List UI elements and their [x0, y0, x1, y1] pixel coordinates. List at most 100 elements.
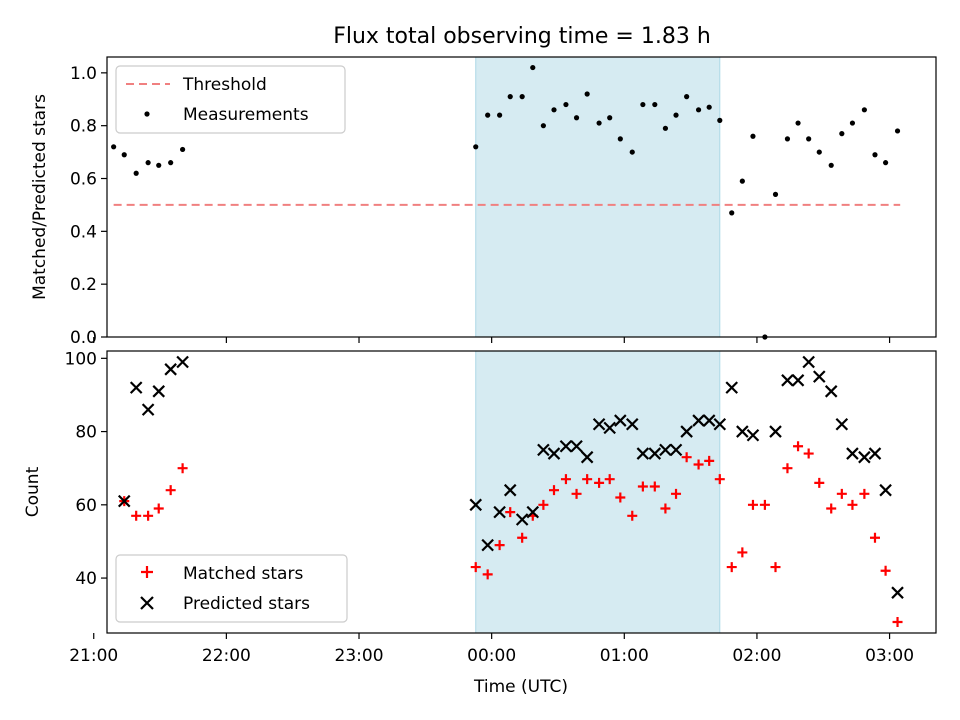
measurement-point — [607, 115, 613, 121]
count-points — [117, 355, 904, 628]
measurement-points — [111, 64, 901, 340]
bottom-legend: Matched stars Predicted stars — [115, 554, 348, 623]
matched-star-point — [177, 463, 188, 474]
top-y-axis-label: Matched/Predicted stars — [30, 94, 50, 300]
legend-matched-swatch — [141, 566, 153, 578]
predicted-star-point — [791, 374, 805, 387]
measurement-point — [145, 160, 151, 166]
predicted-star-point — [746, 428, 760, 442]
predicted-star-point — [802, 355, 815, 369]
legend-threshold-label: Threshold — [182, 75, 267, 95]
measurement-point — [540, 123, 546, 129]
matched-star-point — [482, 569, 493, 580]
matched-star-point — [737, 547, 748, 558]
top-y-tick-label: 0.4 — [70, 222, 97, 242]
matched-star-point — [131, 510, 142, 521]
matched-star-point — [165, 485, 176, 496]
measurement-point — [519, 94, 525, 100]
matched-star-point — [836, 488, 847, 499]
predicted-star-point — [725, 381, 739, 394]
bottom-y-tick-label: 100 — [65, 349, 97, 369]
measurement-point — [806, 136, 812, 142]
measurement-point — [617, 136, 623, 142]
top-panel: 0.0 0.2 0.4 0.6 0.8 1.0 Matched/Predicted sta… — [30, 56, 937, 348]
predicted-star-point — [547, 447, 561, 460]
measurement-point — [729, 210, 735, 216]
matched-star-point — [548, 485, 559, 496]
measurement-point — [573, 115, 580, 121]
measurement-point — [133, 170, 139, 176]
measurement-point — [750, 133, 756, 139]
matched-star-point — [604, 474, 615, 485]
measurement-point — [168, 160, 174, 166]
matched-star-point — [649, 481, 660, 492]
matched-star-point — [494, 540, 505, 551]
matched-star-point — [660, 503, 671, 514]
predicted-star-point — [164, 363, 177, 376]
measurement-point — [551, 107, 557, 113]
predicted-star-point — [812, 370, 826, 383]
x-tick-label: 23:00 — [335, 646, 384, 666]
predicted-star-point — [769, 425, 782, 438]
bottom-legend-box — [115, 554, 348, 623]
top-y-tick-label: 0.0 — [70, 328, 97, 348]
top-y-tick-label: 0.2 — [70, 275, 97, 295]
top-y-tick-label: 0.6 — [70, 170, 97, 190]
predicted-star-point — [117, 494, 131, 508]
predicted-star-point — [824, 385, 838, 398]
legend-measurements-label: Measurements — [183, 105, 309, 125]
matched-star-point — [892, 617, 903, 628]
matched-star-point — [770, 562, 781, 573]
predicted-star-point — [614, 414, 627, 427]
legend-measurements-swatch — [144, 111, 150, 117]
matched-star-point — [560, 474, 571, 485]
measurement-point — [882, 160, 889, 166]
bottom-y-axis-label: Count — [23, 466, 43, 517]
x-tick-label: 21:00 — [69, 646, 118, 666]
measurement-point — [849, 120, 856, 126]
predicted-star-point — [692, 414, 705, 427]
predicted-star-point — [526, 505, 540, 519]
measurement-point — [563, 101, 569, 108]
bottom-y-tick-label: 40 — [75, 569, 97, 589]
chart-title: Flux total observing time = 1.83 h — [333, 24, 711, 49]
measurement-point — [828, 162, 834, 168]
predicted-star-point — [659, 443, 672, 457]
bottom-y-axis: 40 60 80 100 — [65, 349, 107, 589]
predicted-star-point — [713, 417, 727, 431]
predicted-star-point — [129, 381, 143, 394]
measurement-point — [695, 107, 702, 113]
measurement-point — [662, 125, 669, 131]
measurement-point — [596, 120, 602, 126]
matched-star-point — [826, 503, 837, 514]
legend-predicted-label: Predicted stars — [183, 594, 310, 614]
matched-star-point — [803, 448, 814, 459]
matched-star-point — [869, 532, 880, 543]
matched-star-point — [153, 503, 164, 514]
measurement-point — [485, 112, 491, 118]
bottom-x-axis: 21:00 22:00 23:00 00:00 01:00 02:00 03:00 — [69, 633, 914, 666]
matched-star-point — [637, 481, 648, 492]
predicted-star-point — [515, 513, 529, 526]
matched-star-point — [747, 499, 758, 510]
matched-star-point — [759, 499, 770, 510]
matched-star-point — [571, 488, 582, 499]
measurement-point — [640, 101, 646, 108]
measurement-point — [473, 144, 479, 150]
measurement-point — [121, 152, 127, 158]
measurement-point — [861, 107, 867, 113]
x-tick-label: 22:00 — [202, 646, 251, 666]
x-axis-label: Time (UTC) — [473, 677, 568, 697]
measurement-point — [894, 128, 901, 134]
legend-predicted-swatch — [140, 596, 154, 610]
predicted-star-point — [648, 447, 662, 460]
measurement-point — [507, 94, 513, 100]
bottom-y-tick-label: 60 — [75, 496, 97, 516]
measurement-point — [497, 112, 503, 118]
top-legend: Threshold Measurements — [115, 65, 346, 134]
matched-star-point — [726, 562, 737, 573]
predicted-star-point — [879, 483, 892, 497]
measurement-point — [180, 146, 186, 153]
measurement-point — [706, 104, 712, 110]
